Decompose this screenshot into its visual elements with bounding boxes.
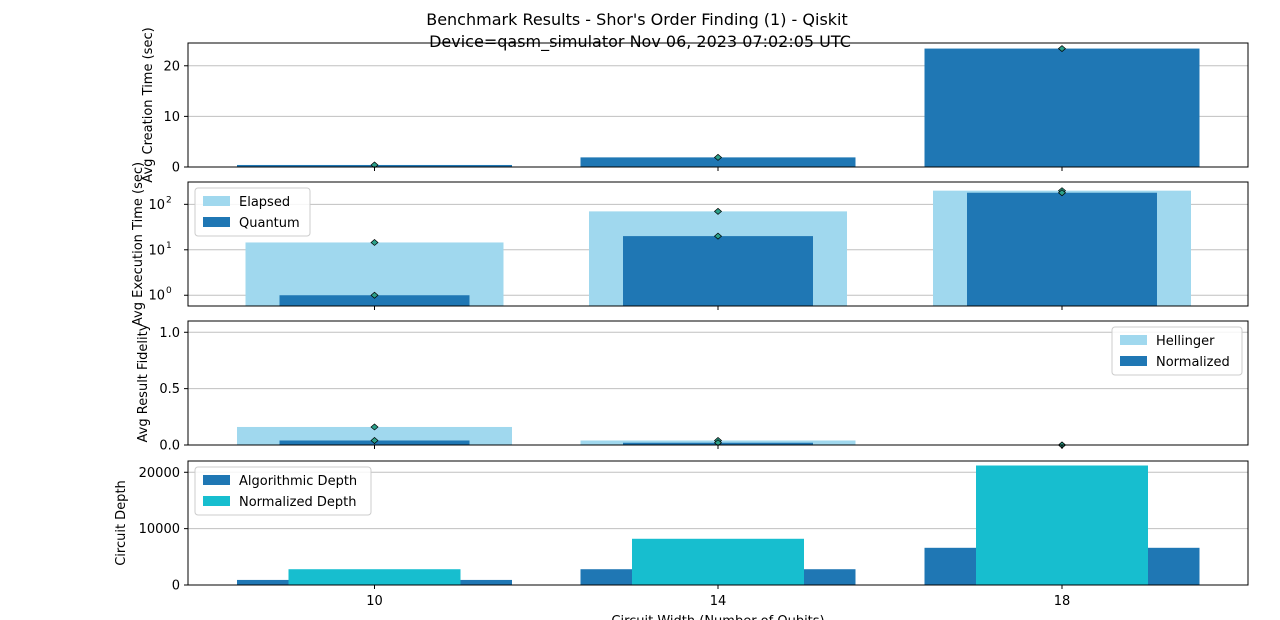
- y-tick-label: 10: [148, 243, 165, 258]
- y-tick-label: 20: [163, 59, 180, 74]
- x-tick-label: 10: [366, 594, 383, 609]
- bar-normalized-depth: [976, 465, 1148, 585]
- y-tick-label: 1.0: [159, 326, 180, 341]
- chart-subtitle: Device=qasm_simulator Nov 06, 2023 07:02…: [429, 32, 851, 51]
- bar-quantum: [279, 295, 470, 306]
- data-marker: [713, 232, 723, 240]
- y-tick-exponent: 1: [166, 241, 172, 251]
- bar-normalized-depth: [288, 569, 461, 585]
- bar-creation-time: [580, 157, 856, 167]
- x-axis-label: Circuit Width (Number of Qubits): [611, 614, 824, 620]
- legend-label: Algorithmic Depth: [239, 474, 357, 489]
- plot-frame-3: [187, 320, 1249, 446]
- y-tick-exponent: 2: [166, 195, 172, 205]
- y-tick-label: 10000: [139, 522, 180, 537]
- bar-creation-time: [924, 48, 1200, 167]
- bar-normalized-depth: [632, 538, 804, 585]
- legend-label: Hellinger: [1156, 334, 1215, 349]
- y-tick-label: 0.5: [159, 382, 180, 397]
- y-axis-label: Avg Result Fidelity: [136, 323, 151, 442]
- legend-swatch: [203, 217, 230, 227]
- y-tick-label: 0: [172, 579, 180, 594]
- legend-swatch: [1120, 356, 1147, 366]
- legend-label: Normalized: [1156, 355, 1230, 370]
- data-marker: [370, 291, 379, 299]
- data-marker: [713, 153, 723, 161]
- y-axis-label: Avg Execution Time (sec): [131, 162, 146, 326]
- x-tick-label: 18: [1054, 594, 1071, 609]
- y-axis-label: Circuit Depth: [114, 480, 129, 566]
- bar-quantum: [967, 192, 1157, 306]
- data-marker: [1057, 189, 1067, 197]
- y-tick-label: 10: [148, 289, 165, 304]
- data-marker: [370, 423, 379, 431]
- y-tick-exponent: 0: [166, 286, 172, 296]
- data-marker: [370, 238, 379, 246]
- data-marker: [713, 207, 723, 215]
- x-tick-label: 14: [710, 594, 727, 609]
- bar-quantum: [623, 236, 813, 306]
- data-marker: [370, 437, 379, 444]
- legend-swatch: [203, 196, 230, 206]
- legend-label: Elapsed: [239, 195, 290, 210]
- legend-swatch: [203, 475, 230, 485]
- legend-label: Normalized Depth: [239, 495, 356, 510]
- data-marker: [1057, 45, 1067, 53]
- y-tick-label: 0.0: [159, 439, 180, 454]
- y-tick-label: 20000: [139, 466, 180, 481]
- legend-swatch: [1120, 335, 1147, 345]
- legend-swatch: [203, 496, 230, 506]
- legend-label: Quantum: [239, 216, 300, 231]
- y-tick-label: 0: [172, 161, 180, 176]
- y-tick-label: 10: [163, 110, 180, 125]
- y-tick-label: 10: [148, 198, 165, 213]
- chart-title: Benchmark Results - Shor's Order Finding…: [426, 10, 848, 29]
- legend-box: [194, 466, 372, 516]
- y-axis-label: Avg Creation Time (sec): [141, 27, 156, 182]
